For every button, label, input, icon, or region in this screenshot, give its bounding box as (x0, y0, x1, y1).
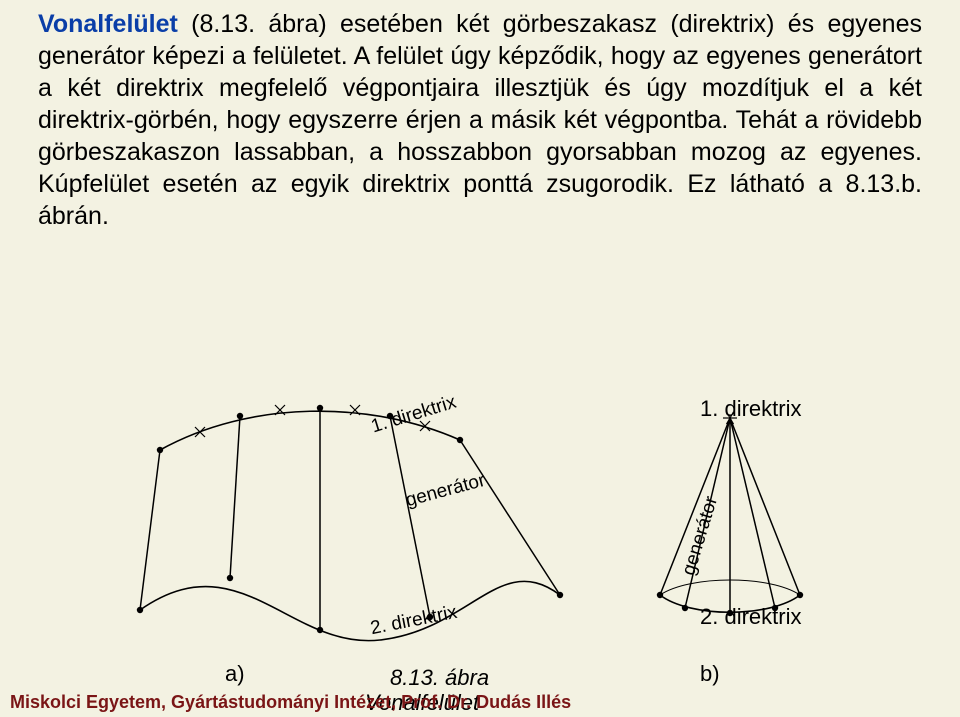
footer: Miskolci Egyetem, Gyártástudományi Intéz… (0, 692, 960, 713)
label-a: a) (225, 661, 245, 687)
title-term: Vonalfelület (38, 10, 178, 38)
document-body: Vonalfelület (8.13. ábra) esetében két g… (0, 0, 960, 232)
paragraph: Vonalfelület (8.13. ábra) esetében két g… (38, 8, 922, 232)
label-b: b) (700, 661, 720, 687)
label-direktrix-1b: 1. direktrix (700, 396, 801, 422)
paragraph-text: (8.13. ábra) esetében két görbeszakasz (… (38, 10, 922, 230)
label-direktrix-2b: 2. direktrix (700, 604, 801, 630)
figure-number: 8.13. ábra (390, 665, 489, 691)
